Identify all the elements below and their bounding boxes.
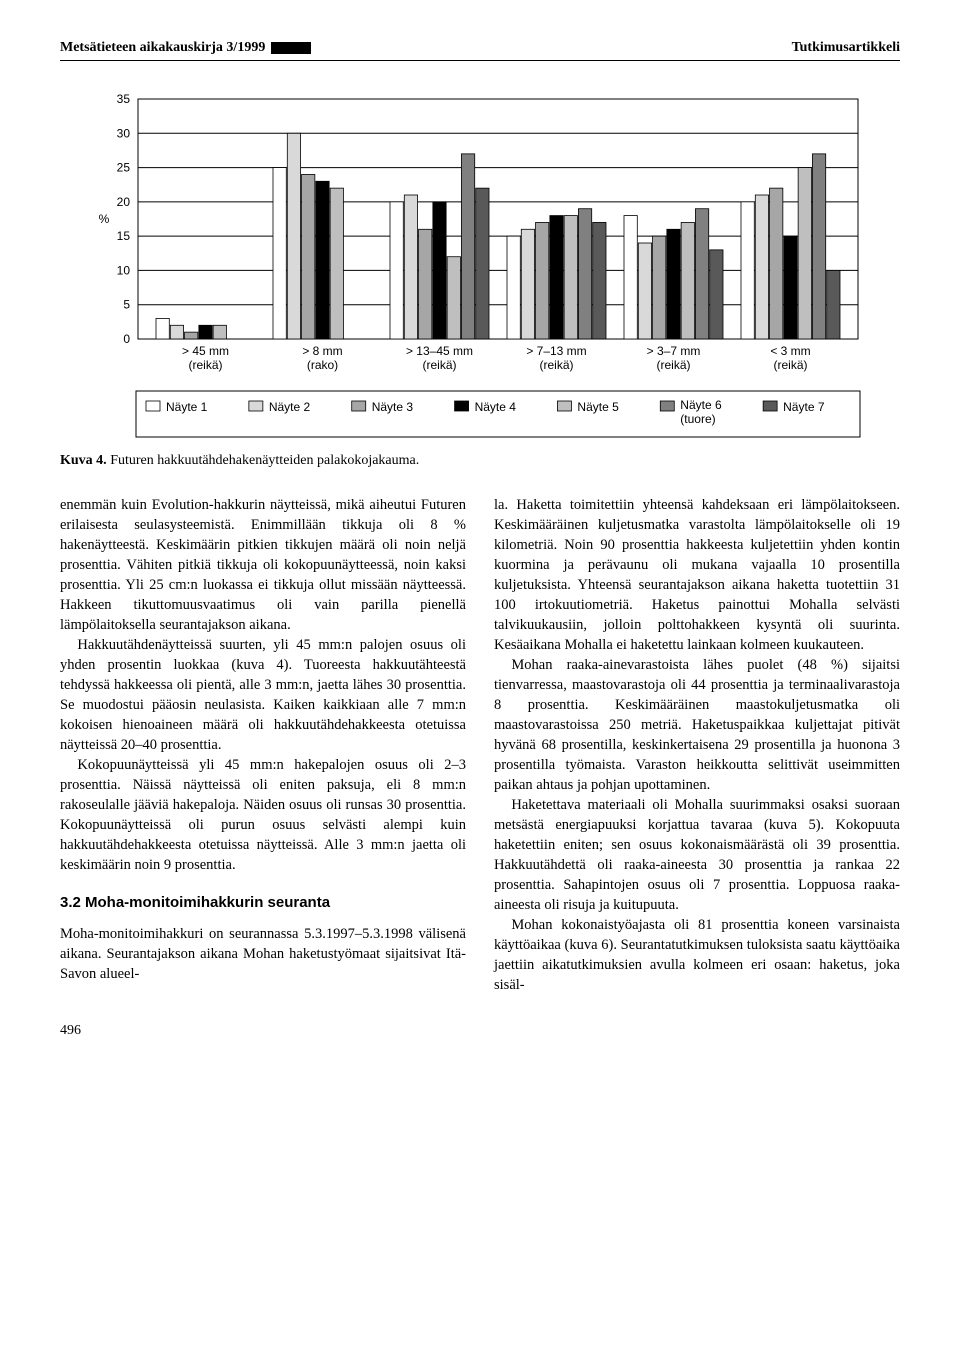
figure-caption: Kuva 4. Futuren hakkuutähdehakenäytteide… [60, 453, 900, 469]
section-heading: 3.2 Moha-monitoimihakkurin seuranta [60, 893, 466, 914]
figure: 05101520253035%> 45 mm(reikä)> 8 mm(rako… [60, 91, 900, 441]
article-type: Tutkimusartikkeli [792, 40, 900, 56]
para: Kokopuunäytteissä yli 45 mm:n hakepaloje… [60, 755, 466, 875]
journal-title: Metsätieteen aikakauskirja 3/1999 [60, 40, 265, 56]
svg-text:Näyte 1: Näyte 1 [166, 400, 208, 414]
svg-text:Näyte 2: Näyte 2 [269, 400, 311, 414]
chart-svg: 05101520253035%> 45 mm(reikä)> 8 mm(rako… [92, 91, 868, 441]
svg-text:25: 25 [117, 161, 131, 175]
svg-text:(reikä): (reikä) [656, 358, 690, 372]
svg-text:Näyte 7: Näyte 7 [783, 400, 825, 414]
svg-text:(reikä): (reikä) [188, 358, 222, 372]
svg-text:%: % [99, 212, 110, 226]
svg-text:> 3–7 mm: > 3–7 mm [647, 344, 701, 358]
svg-text:> 13–45 mm: > 13–45 mm [406, 344, 473, 358]
header-marker [271, 42, 311, 54]
svg-text:35: 35 [117, 92, 131, 106]
svg-text:10: 10 [117, 263, 131, 277]
svg-text:5: 5 [123, 298, 130, 312]
para: Haketettava materiaali oli Mohalla suuri… [494, 795, 900, 915]
para: enemmän kuin Evolution-hakkurin näytteis… [60, 495, 466, 635]
para: Mohan kokonaistyöajasta oli 81 prosentti… [494, 915, 900, 995]
svg-text:(rako): (rako) [307, 358, 338, 372]
svg-text:30: 30 [117, 126, 131, 140]
caption-label: Kuva 4. [60, 453, 107, 468]
page-number: 496 [60, 1023, 900, 1039]
svg-text:Näyte 6: Näyte 6 [680, 398, 722, 412]
svg-text:0: 0 [123, 332, 130, 346]
svg-text:(reikä): (reikä) [539, 358, 573, 372]
para: Mohan raaka-ainevarastoista lähes puolet… [494, 655, 900, 795]
svg-text:> 8 mm: > 8 mm [302, 344, 342, 358]
svg-text:15: 15 [117, 229, 131, 243]
svg-text:(tuore): (tuore) [680, 412, 715, 426]
svg-text:< 3 mm: < 3 mm [770, 344, 810, 358]
svg-text:Näyte 4: Näyte 4 [475, 400, 517, 414]
body-columns: enemmän kuin Evolution-hakkurin näytteis… [60, 495, 900, 995]
caption-text: Futuren hakkuutähdehakenäytteiden palako… [110, 453, 419, 468]
para: la. Haketta toimitettiin yhteensä kahdek… [494, 495, 900, 655]
page-header: Metsätieteen aikakauskirja 3/1999 Tutkim… [60, 40, 900, 61]
svg-text:> 45 mm: > 45 mm [182, 344, 229, 358]
svg-text:20: 20 [117, 195, 131, 209]
svg-text:Näyte 3: Näyte 3 [372, 400, 414, 414]
svg-text:> 7–13 mm: > 7–13 mm [526, 344, 586, 358]
para: Moha-monitoimihakkuri on seurannassa 5.3… [60, 924, 466, 984]
svg-text:Näyte 5: Näyte 5 [577, 400, 619, 414]
para: Hakkuutähdenäytteissä suurten, yli 45 mm… [60, 635, 466, 755]
svg-text:(reikä): (reikä) [422, 358, 456, 372]
svg-text:(reikä): (reikä) [773, 358, 807, 372]
